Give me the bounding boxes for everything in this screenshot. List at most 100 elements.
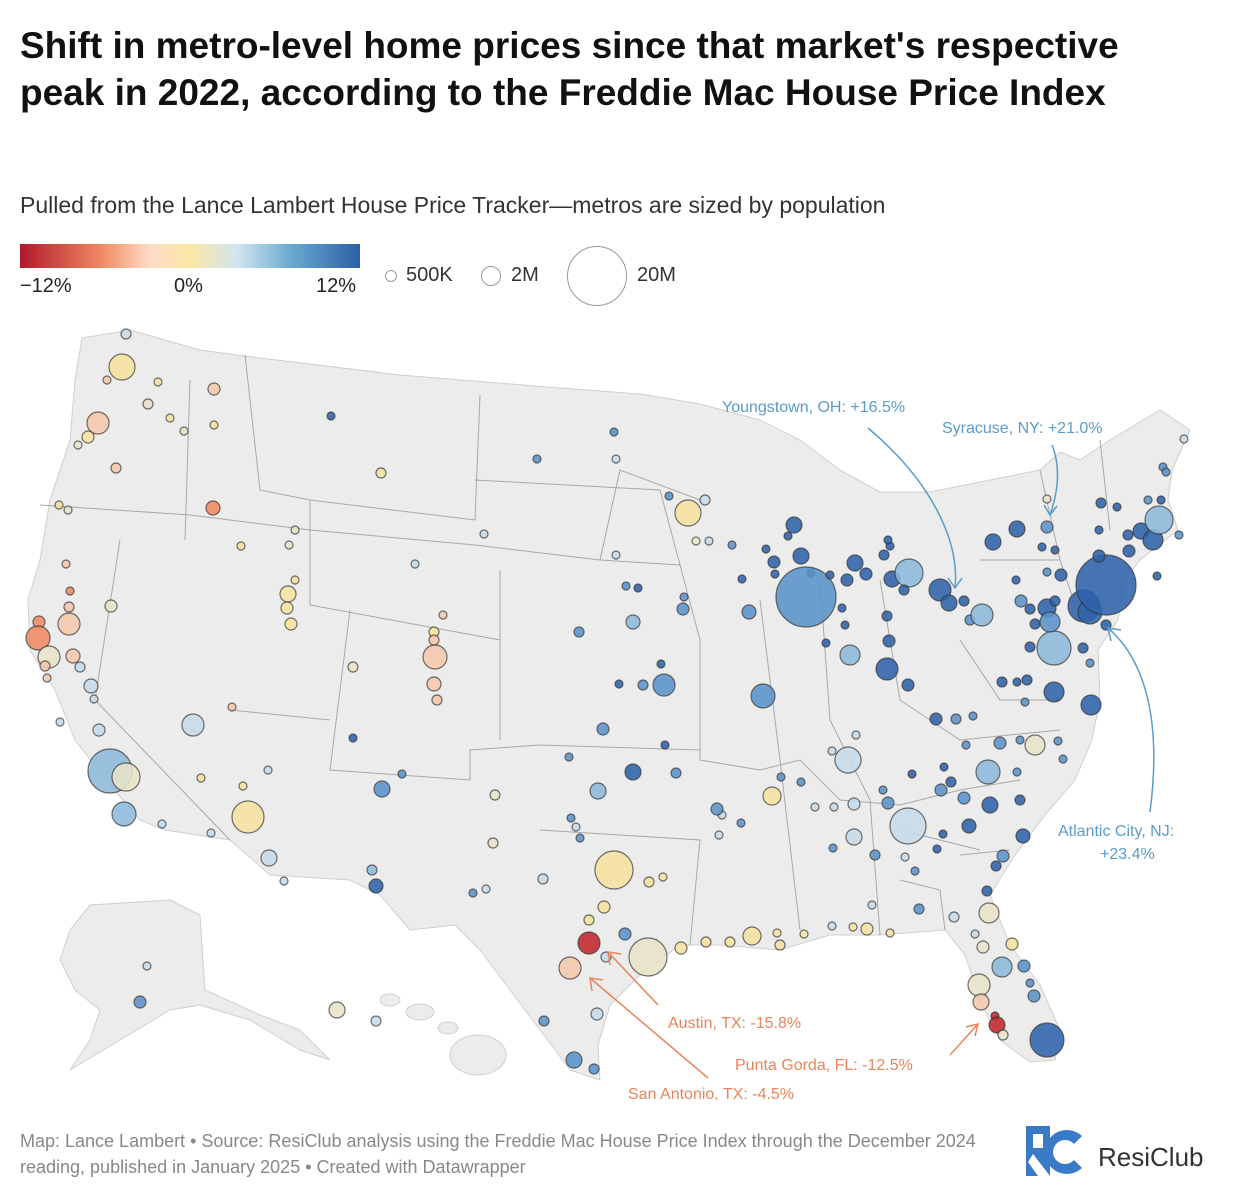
- metro-bubble[interactable]: [65, 586, 75, 596]
- metro-bubble[interactable]: [594, 850, 634, 890]
- metro-bubble[interactable]: [970, 603, 994, 627]
- metro-bubble[interactable]: [939, 762, 949, 772]
- metro-bubble[interactable]: [368, 878, 384, 894]
- metro-bubble[interactable]: [614, 679, 624, 689]
- metro-bubble[interactable]: [772, 928, 782, 938]
- metro-bubble[interactable]: [238, 781, 248, 791]
- metro-bubble[interactable]: [1122, 544, 1136, 558]
- metro-bubble[interactable]: [373, 780, 391, 798]
- metro-bubble[interactable]: [1015, 828, 1031, 844]
- metro-bubble[interactable]: [260, 849, 278, 867]
- metro-bubble[interactable]: [54, 500, 64, 510]
- metro-bubble[interactable]: [997, 1029, 1009, 1041]
- metro-bubble[interactable]: [263, 765, 273, 775]
- metro-bubble[interactable]: [81, 430, 95, 444]
- metro-bubble[interactable]: [961, 740, 971, 750]
- metro-bubble[interactable]: [1075, 554, 1137, 616]
- metro-bubble[interactable]: [1005, 937, 1019, 951]
- metro-bubble[interactable]: [1017, 959, 1031, 973]
- metro-bubble[interactable]: [932, 844, 942, 854]
- metro-bubble[interactable]: [110, 462, 122, 474]
- metro-bubble[interactable]: [1029, 1022, 1065, 1058]
- metro-bubble[interactable]: [839, 644, 861, 666]
- metro-bubble[interactable]: [205, 500, 221, 516]
- metro-bubble[interactable]: [1024, 603, 1036, 615]
- metro-bubble[interactable]: [736, 818, 746, 828]
- metro-bubble[interactable]: [981, 796, 999, 814]
- metro-bubble[interactable]: [848, 922, 858, 932]
- metro-bubble[interactable]: [597, 900, 611, 914]
- metro-bubble[interactable]: [991, 956, 1013, 978]
- metro-bubble[interactable]: [674, 499, 702, 527]
- metro-bubble[interactable]: [1049, 595, 1061, 607]
- metro-bubble[interactable]: [840, 573, 854, 587]
- metro-bubble[interactable]: [907, 769, 917, 779]
- metro-bubble[interactable]: [799, 929, 809, 939]
- metro-bubble[interactable]: [410, 559, 420, 569]
- metro-bubble[interactable]: [762, 786, 782, 806]
- metro-bubble[interactable]: [227, 702, 237, 712]
- metro-bubble[interactable]: [828, 843, 838, 853]
- metro-bubble[interactable]: [837, 603, 847, 613]
- metro-bubble[interactable]: [700, 936, 712, 948]
- metro-bubble[interactable]: [875, 657, 899, 681]
- metro-bubble[interactable]: [1014, 594, 1028, 608]
- metro-bubble[interactable]: [611, 454, 621, 464]
- metro-bubble[interactable]: [845, 828, 863, 846]
- metro-bubble[interactable]: [724, 936, 736, 948]
- metro-bubble[interactable]: [1122, 529, 1134, 541]
- metro-bubble[interactable]: [847, 797, 861, 811]
- metro-bubble[interactable]: [934, 783, 948, 797]
- metro-bubble[interactable]: [1037, 542, 1047, 552]
- metro-bubble[interactable]: [565, 1051, 583, 1069]
- metro-bubble[interactable]: [206, 828, 216, 838]
- metro-bubble[interactable]: [326, 411, 336, 421]
- metro-bubble[interactable]: [1058, 754, 1068, 764]
- metro-bubble[interactable]: [537, 873, 549, 885]
- metro-bubble[interactable]: [1080, 694, 1102, 716]
- metro-bubble[interactable]: [25, 625, 51, 651]
- metro-bubble[interactable]: [940, 594, 958, 612]
- metro-bubble[interactable]: [207, 382, 221, 396]
- metro-bubble[interactable]: [142, 961, 152, 971]
- metro-bubble[interactable]: [829, 802, 839, 812]
- metro-bubble[interactable]: [1095, 497, 1107, 509]
- metro-bubble[interactable]: [157, 819, 167, 829]
- metro-bubble[interactable]: [1144, 505, 1174, 535]
- metro-bubble[interactable]: [742, 926, 762, 946]
- metro-bubble[interactable]: [1042, 494, 1052, 504]
- metro-bubble[interactable]: [1085, 658, 1095, 668]
- metro-bubble[interactable]: [976, 940, 990, 954]
- metro-bubble[interactable]: [878, 549, 890, 561]
- metro-bubble[interactable]: [397, 769, 407, 779]
- metro-bubble[interactable]: [981, 885, 993, 897]
- metro-bubble[interactable]: [142, 398, 154, 410]
- metro-bubble[interactable]: [714, 830, 724, 840]
- metro-bubble[interactable]: [42, 673, 52, 683]
- metro-bubble[interactable]: [1025, 978, 1035, 988]
- metro-bubble[interactable]: [1036, 630, 1072, 666]
- metro-bubble[interactable]: [889, 807, 927, 845]
- metro-bubble[interactable]: [881, 796, 895, 810]
- metro-bubble[interactable]: [990, 860, 1002, 872]
- metro-bubble[interactable]: [882, 634, 896, 648]
- metro-bubble[interactable]: [284, 540, 294, 550]
- metro-bubble[interactable]: [181, 713, 205, 737]
- metro-bubble[interactable]: [1161, 467, 1171, 477]
- metro-bubble[interactable]: [1027, 989, 1041, 1003]
- metro-bubble[interactable]: [63, 505, 73, 515]
- metro-bubble[interactable]: [938, 829, 948, 839]
- metro-bubble[interactable]: [1015, 735, 1025, 745]
- metro-bubble[interactable]: [63, 601, 75, 613]
- metro-bubble[interactable]: [796, 777, 806, 787]
- metro-bubble[interactable]: [583, 914, 595, 926]
- metro-bubble[interactable]: [284, 617, 298, 631]
- metro-bubble[interactable]: [347, 661, 359, 673]
- metro-bubble[interactable]: [676, 602, 690, 616]
- metro-bubble[interactable]: [73, 440, 83, 450]
- metro-bubble[interactable]: [102, 375, 112, 385]
- metro-bubble[interactable]: [984, 533, 1002, 551]
- metro-bubble[interactable]: [628, 937, 668, 977]
- metro-bubble[interactable]: [900, 852, 910, 862]
- metro-bubble[interactable]: [290, 575, 300, 585]
